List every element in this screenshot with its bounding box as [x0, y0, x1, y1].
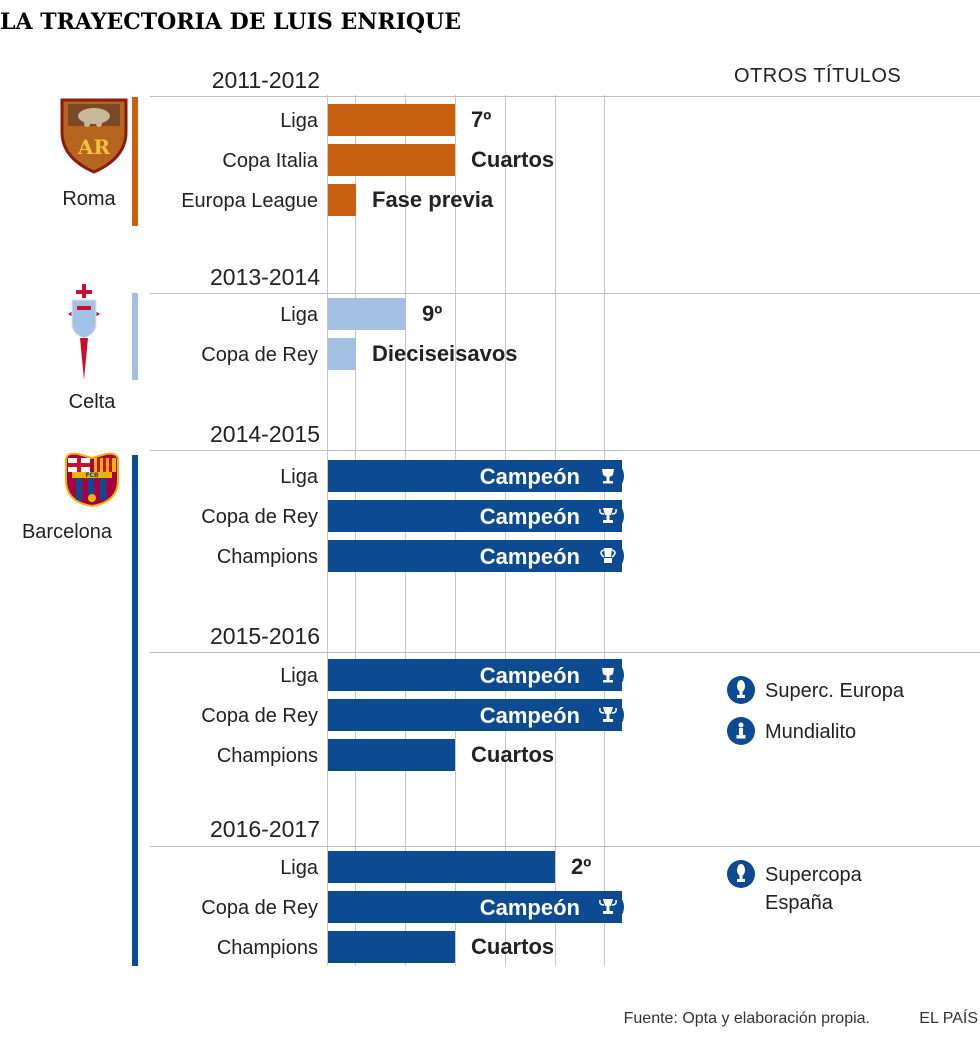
result-label: Fase previa [372, 187, 494, 212]
season-label: 2016-2017 [210, 816, 320, 842]
competition-bar [328, 931, 455, 963]
season-label: 2013-2014 [210, 264, 320, 290]
result-label: Cuartos [471, 934, 554, 959]
competition-bar [328, 184, 356, 216]
result-label: Cuartos [471, 742, 554, 767]
competition-bar [328, 739, 455, 771]
competition-bar [328, 144, 455, 176]
competition-label: Liga [280, 665, 319, 687]
brand-name: EL PAÍS [919, 1008, 978, 1027]
competition-label: Champions [217, 937, 318, 959]
competition-bar [328, 460, 622, 492]
champions-trophy-icon [594, 542, 622, 570]
result-label: Campeón [480, 895, 580, 920]
barcelona-badge-icon: FCB [65, 452, 119, 508]
league-trophy-icon [594, 462, 622, 490]
supercup-trophy-icon [727, 860, 755, 888]
other-titles-header: OTROS TÍTULOS [734, 64, 901, 87]
cup-trophy-icon [594, 701, 622, 729]
competition-label: Copa de Rey [201, 344, 318, 366]
competition-label: Copa Italia [222, 150, 318, 172]
competition-bar [328, 104, 455, 136]
roma-club-bar [132, 97, 138, 226]
competition-label: Europa League [181, 190, 318, 212]
result-label: Campeón [480, 703, 580, 728]
competition-bar [328, 699, 622, 731]
result-label: 2º [571, 854, 591, 879]
result-label: Campeón [480, 504, 580, 529]
other-title-label: Superc. Europa [765, 680, 905, 702]
competition-bar [328, 500, 622, 532]
competition-bar [328, 298, 406, 330]
competition-label: Copa de Rey [201, 506, 318, 528]
competition-label: Liga [280, 857, 319, 879]
other-title-label: España [765, 892, 834, 914]
svg-text:AR: AR [77, 135, 111, 159]
competition-label: Copa de Rey [201, 897, 318, 919]
roma-badge-icon: AR [60, 98, 128, 174]
competition-bar [328, 891, 622, 923]
celta-badge-icon [68, 284, 100, 380]
competition-bar [328, 659, 622, 691]
other-title-label: Supercopa [765, 864, 863, 886]
competition-bars: Liga 7º Copa Italia Cuartos Europa League Fas… [181, 104, 624, 963]
season-label: 2014-2015 [210, 421, 320, 447]
cup-trophy-icon [594, 502, 622, 530]
season-separators [150, 96, 980, 847]
result-label: Cuartos [471, 147, 554, 172]
cup-trophy-icon [594, 893, 622, 921]
other-titles: Superc. Europa Mundialito Supercopa España [727, 676, 905, 914]
club-name-barcelona: Barcelona [22, 521, 113, 543]
competition-label: Copa de Rey [201, 705, 318, 727]
barcelona-club-bar [132, 455, 138, 966]
competition-label: Champions [217, 546, 318, 568]
competition-bar [328, 851, 555, 883]
competition-label: Liga [280, 466, 319, 488]
season-label: 2015-2016 [210, 623, 320, 649]
svg-text:FCB: FCB [85, 472, 99, 479]
club-name-roma: Roma [62, 188, 116, 210]
supercup-trophy-icon [727, 676, 755, 704]
club-name-celta: Celta [69, 391, 117, 413]
chart-title: LA TRAYECTORIA DE LUIS ENRIQUE [0, 9, 461, 35]
club-world-cup-trophy-icon [727, 717, 755, 745]
competition-label: Champions [217, 745, 318, 767]
season-label: 2011-2012 [212, 67, 320, 93]
result-label: Campeón [480, 464, 580, 489]
result-label: 7º [471, 107, 491, 132]
competition-bar [328, 338, 356, 370]
competition-label: Liga [280, 304, 319, 326]
result-label: Campeón [480, 663, 580, 688]
source-note: Fuente: Opta y elaboración propia. [624, 1010, 870, 1027]
league-trophy-icon [594, 661, 622, 689]
other-title-label: Mundialito [765, 721, 856, 743]
result-label: Campeón [480, 544, 580, 569]
competition-label: Liga [280, 110, 319, 132]
celta-club-bar [132, 293, 138, 380]
competition-bar [328, 540, 622, 572]
result-label: Dieciseisavos [372, 341, 518, 366]
result-label: 9º [422, 301, 442, 326]
